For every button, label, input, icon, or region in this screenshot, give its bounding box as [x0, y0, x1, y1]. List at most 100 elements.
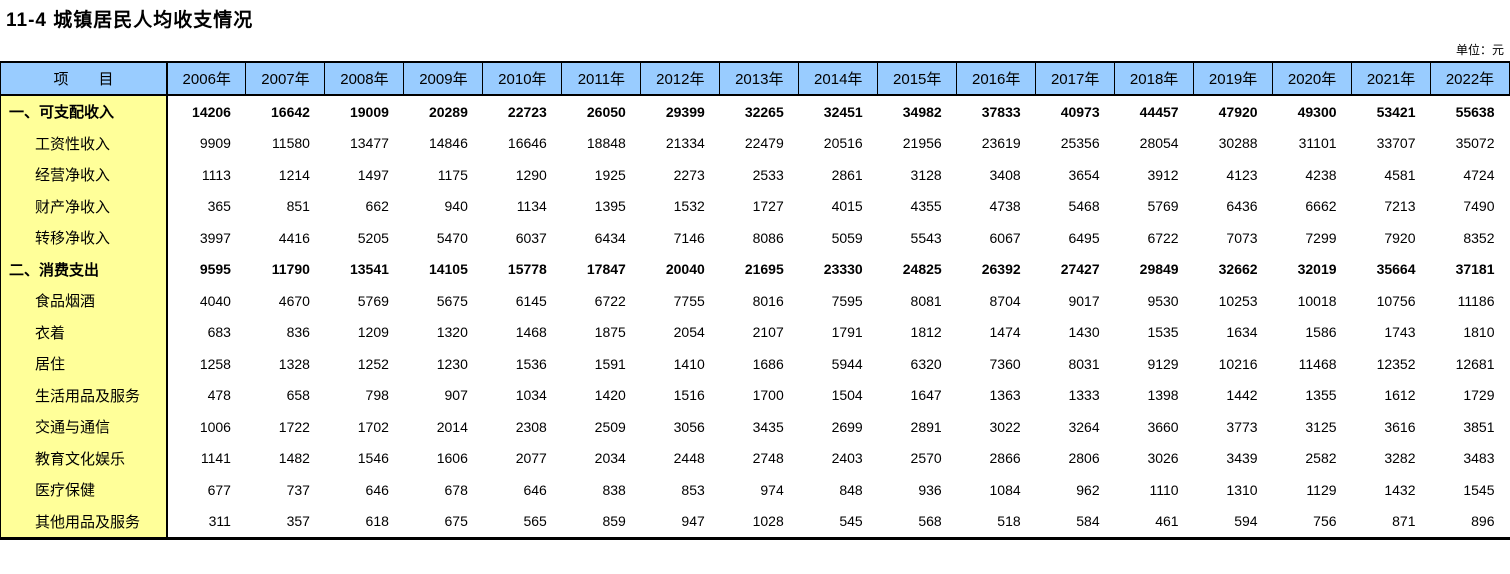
value-cell: 9909 [167, 127, 246, 159]
value-cell: 3264 [1035, 411, 1115, 443]
value-cell: 2699 [798, 411, 878, 443]
value-cell: 16642 [245, 95, 325, 128]
value-cell: 18848 [561, 127, 641, 159]
value-cell: 1398 [1114, 379, 1194, 411]
value-cell: 1355 [1272, 379, 1352, 411]
table-body: 一、可支配收入 14206 16642 19009 20289 22723 26050 293… [0, 95, 1510, 539]
value-cell: 31101 [1272, 127, 1352, 159]
row-label: 二、消费支出 [0, 253, 168, 285]
value-cell: 940 [403, 190, 483, 222]
table-row: 生活用品及服务 478 658 798 907 1034 1420 1516 1700 1504 1… [0, 379, 1510, 411]
page-title: 11-4 城镇居民人均收支情况 [6, 10, 254, 31]
value-cell: 3056 [640, 411, 720, 443]
value-cell: 35664 [1351, 253, 1431, 285]
value-cell: 8031 [1035, 348, 1115, 380]
value-cell: 618 [324, 505, 404, 539]
value-cell: 848 [798, 474, 878, 506]
value-cell: 2891 [877, 411, 957, 443]
value-cell: 6722 [561, 285, 641, 317]
value-cell: 20040 [640, 253, 720, 285]
value-cell: 2509 [561, 411, 641, 443]
unit-label: 单位：元 [1455, 43, 1504, 57]
value-cell: 16646 [482, 127, 562, 159]
value-cell: 1209 [324, 316, 404, 348]
value-cell: 962 [1035, 474, 1115, 506]
table-row: 其他用品及服务 311 357 618 675 565 859 947 1028 545 568 51… [0, 505, 1510, 539]
row-label: 其他用品及服务 [0, 505, 168, 539]
value-cell: 30288 [1193, 127, 1273, 159]
value-cell: 737 [245, 474, 325, 506]
value-cell: 1258 [167, 348, 246, 380]
table-row: 教育文化娱乐 1141 1482 1546 1606 2077 2034 2448 2748 24… [0, 442, 1510, 474]
value-cell: 1504 [798, 379, 878, 411]
value-cell: 5468 [1035, 190, 1115, 222]
value-cell: 55638 [1430, 95, 1510, 128]
row-label: 生活用品及服务 [0, 379, 168, 411]
value-cell: 798 [324, 379, 404, 411]
header-year: 2010年 [482, 61, 563, 96]
value-cell: 6320 [877, 348, 957, 380]
value-cell: 1875 [561, 316, 641, 348]
row-label: 交通与通信 [0, 411, 168, 443]
value-cell: 6662 [1272, 190, 1352, 222]
row-label: 经营净收入 [0, 159, 168, 191]
value-cell: 936 [877, 474, 957, 506]
value-cell: 2034 [561, 442, 641, 474]
value-cell: 21695 [719, 253, 799, 285]
value-cell: 2570 [877, 442, 957, 474]
value-cell: 15778 [482, 253, 562, 285]
value-cell: 1925 [561, 159, 641, 191]
value-cell: 4238 [1272, 159, 1352, 191]
value-cell: 4724 [1430, 159, 1510, 191]
value-cell: 1536 [482, 348, 562, 380]
value-cell: 1084 [956, 474, 1036, 506]
value-cell: 3654 [1035, 159, 1115, 191]
value-cell: 5944 [798, 348, 878, 380]
value-cell: 1497 [324, 159, 404, 191]
value-cell: 8081 [877, 285, 957, 317]
value-cell: 836 [245, 316, 325, 348]
value-cell: 5769 [324, 285, 404, 317]
row-label: 食品烟酒 [0, 285, 168, 317]
header-year: 2011年 [561, 61, 642, 96]
value-cell: 1647 [877, 379, 957, 411]
table-row: 医疗保健 677 737 646 678 646 838 853 974 848 936 1084 96… [0, 474, 1510, 506]
value-cell: 11580 [245, 127, 325, 159]
value-cell: 32019 [1272, 253, 1352, 285]
value-cell: 49300 [1272, 95, 1352, 128]
value-cell: 1310 [1193, 474, 1273, 506]
value-cell: 1634 [1193, 316, 1273, 348]
value-cell: 28054 [1114, 127, 1194, 159]
value-cell: 20516 [798, 127, 878, 159]
value-cell: 1230 [403, 348, 483, 380]
value-cell: 11468 [1272, 348, 1352, 380]
value-cell: 2533 [719, 159, 799, 191]
value-cell: 14105 [403, 253, 483, 285]
value-cell: 3616 [1351, 411, 1431, 443]
value-cell: 5543 [877, 222, 957, 254]
value-cell: 311 [167, 505, 246, 539]
value-cell: 1141 [167, 442, 246, 474]
value-cell: 7360 [956, 348, 1036, 380]
header-year: 2019年 [1193, 61, 1274, 96]
value-cell: 9129 [1114, 348, 1194, 380]
value-cell: 1606 [403, 442, 483, 474]
header-year: 2009年 [403, 61, 484, 96]
header-year: 2018年 [1114, 61, 1195, 96]
value-cell: 1535 [1114, 316, 1194, 348]
header-year: 2017年 [1035, 61, 1116, 96]
table-row: 转移净收入 3997 4416 5205 5470 6037 6434 7146 8086 505… [0, 222, 1510, 254]
value-cell: 675 [403, 505, 483, 539]
value-cell: 3851 [1430, 411, 1510, 443]
value-cell: 3773 [1193, 411, 1273, 443]
value-cell: 3483 [1430, 442, 1510, 474]
value-cell: 11186 [1430, 285, 1510, 317]
value-cell: 27427 [1035, 253, 1115, 285]
value-cell: 10253 [1193, 285, 1273, 317]
value-cell: 1546 [324, 442, 404, 474]
header-year: 2007年 [245, 61, 326, 96]
value-cell: 35072 [1430, 127, 1510, 159]
row-label: 一、可支配收入 [0, 95, 168, 128]
value-cell: 568 [877, 505, 957, 539]
value-cell: 2107 [719, 316, 799, 348]
